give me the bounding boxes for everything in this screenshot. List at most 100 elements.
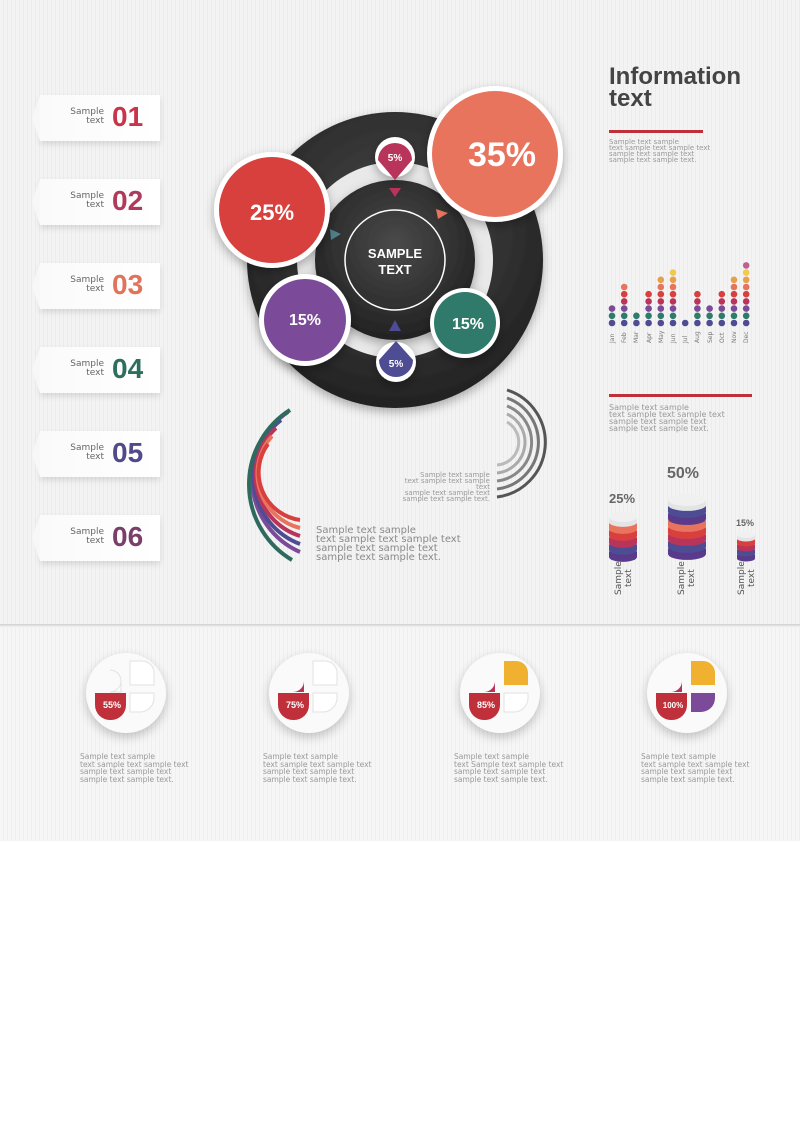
bar-dot xyxy=(742,269,750,276)
petal xyxy=(691,693,715,712)
bar-dot xyxy=(742,262,750,269)
bar-dot xyxy=(706,305,713,312)
tab-number: 05 xyxy=(112,437,144,468)
bar-dot xyxy=(645,290,652,298)
bar-dot xyxy=(706,312,713,320)
bubble-value: 5% xyxy=(388,153,403,164)
bar-jul xyxy=(681,319,689,327)
bar-nov xyxy=(730,276,738,327)
stack-label-1: Sample text xyxy=(614,561,634,595)
tick-label: Dec xyxy=(743,331,751,343)
bar-dot xyxy=(718,319,726,327)
tick-label: Jan xyxy=(609,333,616,343)
bar-dec xyxy=(742,262,750,327)
bubble-value: 15% xyxy=(289,312,321,329)
stack-value-25: 25% xyxy=(609,491,636,506)
tab-05: Sample text 05 xyxy=(32,431,160,477)
bar-dot xyxy=(669,305,677,312)
petal xyxy=(503,692,529,713)
percent-value: 55% xyxy=(103,700,121,710)
bar-dot xyxy=(669,298,677,305)
bar-dot xyxy=(657,290,665,298)
bar-dot xyxy=(645,312,652,320)
bar-dot xyxy=(694,319,701,327)
percent-text: 100% xyxy=(663,701,683,710)
tab-label: Sample text xyxy=(70,527,104,546)
tab-label: Sample text xyxy=(70,443,104,462)
bar-dot xyxy=(620,319,628,327)
dot-bar-chart xyxy=(608,262,750,327)
bar-dot xyxy=(718,290,726,298)
bar-dot xyxy=(681,319,689,327)
bubble-15-purple: 15% xyxy=(259,274,351,366)
bar-dot xyxy=(742,290,750,298)
tab-02: Sample text 02 xyxy=(32,179,160,225)
bar-dot xyxy=(633,319,640,327)
bar-dot xyxy=(742,319,750,327)
percent-value: 75% xyxy=(286,700,304,710)
percent-card-75: 75% xyxy=(269,653,349,733)
bar-dot xyxy=(669,319,677,327)
bar-dot xyxy=(669,290,677,298)
bar-jan xyxy=(608,305,616,327)
bar-dot xyxy=(730,298,738,305)
bar-dot xyxy=(730,312,738,320)
bar-sep xyxy=(706,305,713,327)
arrow-marker xyxy=(389,188,401,197)
tick-label: May xyxy=(657,330,665,343)
petal-icon xyxy=(469,661,529,720)
bar-dot xyxy=(730,290,738,298)
tick-label: Jun xyxy=(670,333,677,343)
tick-label: Jul xyxy=(682,335,690,343)
tab-number: 03 xyxy=(112,269,144,300)
petal xyxy=(312,692,338,713)
percent-text: 85% xyxy=(477,700,495,710)
bar-dot xyxy=(657,319,665,327)
bar-dot xyxy=(694,298,701,305)
arrow-marker xyxy=(330,229,341,240)
petal xyxy=(504,661,528,685)
stack-value-50: 50% xyxy=(667,465,700,482)
bar-dot xyxy=(645,305,652,312)
bar-dot xyxy=(730,319,738,327)
percent-value: 85% xyxy=(477,700,495,710)
bar-dot xyxy=(694,290,701,298)
bar-dot xyxy=(742,283,750,291)
bar-dot xyxy=(669,276,677,284)
percent-card-caption: Sample text sample text Sample text samp… xyxy=(454,752,564,784)
bubble-35: 35% xyxy=(427,86,563,222)
bar-oct xyxy=(718,290,726,327)
percent-text: 75% xyxy=(286,700,304,710)
bar-dot xyxy=(694,305,701,312)
bubble-15-teal: 15% xyxy=(430,288,500,358)
bar-dot xyxy=(730,276,738,284)
percent-card-55: 55% xyxy=(86,653,166,733)
tick-label: Aug xyxy=(694,331,702,343)
bar-dot xyxy=(657,305,665,312)
bar-dot xyxy=(694,312,701,320)
petal xyxy=(293,670,304,692)
arcs-left-caption: Sample text sample text sample text samp… xyxy=(316,525,461,563)
info-text-1: Sample text sample text sample text samp… xyxy=(609,138,711,164)
tab-04: Sample text 04 xyxy=(32,347,160,393)
ring-diagram: SAMPLE TEXT 35% 25% 15% 15% 5% 5% xyxy=(214,86,563,562)
bar-dot xyxy=(718,305,726,312)
petal-icon xyxy=(656,661,715,720)
petal xyxy=(312,660,338,686)
bar-dot xyxy=(657,283,665,291)
bar-dot xyxy=(730,283,738,291)
percent-card-caption: Sample text sample text sample text samp… xyxy=(641,752,750,784)
bar-dot xyxy=(742,276,750,284)
bar-dot xyxy=(657,312,665,320)
tick-label: Mar xyxy=(633,331,641,343)
petal xyxy=(129,692,155,713)
tab-number: 04 xyxy=(112,353,144,384)
petal xyxy=(656,693,687,720)
tick-label: Oct xyxy=(718,332,726,343)
arcs-right xyxy=(496,388,547,499)
petal xyxy=(278,693,309,720)
arrow-marker xyxy=(389,320,401,331)
arcs-right-caption: Sample text sample text sample text samp… xyxy=(402,471,490,503)
petal xyxy=(109,669,122,693)
center-title-line2: TEXT xyxy=(378,262,411,277)
